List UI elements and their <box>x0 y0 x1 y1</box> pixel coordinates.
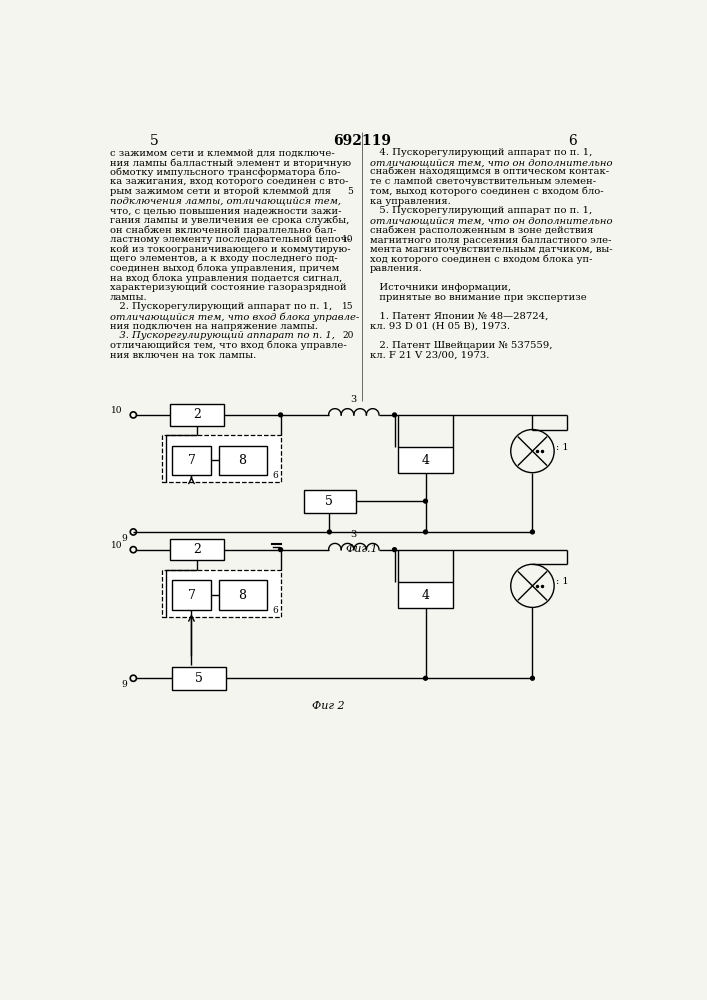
Text: он снабжен включенной параллельно бал-: он снабжен включенной параллельно бал- <box>110 225 337 235</box>
Circle shape <box>392 548 397 552</box>
Text: : 1: : 1 <box>556 578 569 586</box>
Circle shape <box>530 676 534 680</box>
Text: 7: 7 <box>187 454 195 467</box>
Text: подключения лампы, отличающийся тем,: подключения лампы, отличающийся тем, <box>110 197 341 206</box>
Text: отличающийся тем, что он дополнительно: отличающийся тем, что он дополнительно <box>370 158 612 167</box>
Text: снабжен находящимся в оптическом контак-: снабжен находящимся в оптическом контак- <box>370 168 609 177</box>
Bar <box>170 404 224 426</box>
Circle shape <box>530 530 534 534</box>
Text: 3: 3 <box>350 395 356 404</box>
Bar <box>172 446 211 475</box>
Text: те с лампой светочувствительным элемен-: те с лампой светочувствительным элемен- <box>370 177 596 186</box>
Text: 5: 5 <box>348 187 354 196</box>
Bar <box>162 435 281 482</box>
Text: 3: 3 <box>350 530 356 539</box>
Text: ка управления.: ка управления. <box>370 197 450 206</box>
Text: 692119: 692119 <box>333 134 391 148</box>
Text: 6: 6 <box>272 606 279 615</box>
Bar <box>398 447 452 473</box>
Text: Фиг.1: Фиг.1 <box>346 544 378 554</box>
Text: 5: 5 <box>195 672 203 685</box>
Text: ния лампы балластный элемент и вторичную: ния лампы балластный элемент и вторичную <box>110 158 351 168</box>
Text: Источники информации,: Источники информации, <box>370 283 511 292</box>
Text: 2: 2 <box>193 543 201 556</box>
Text: щего элементов, а к входу последнего под-: щего элементов, а к входу последнего под… <box>110 254 338 263</box>
Text: 4: 4 <box>421 589 429 602</box>
Text: отличающийся тем, что вход блока управле-: отличающийся тем, что вход блока управле… <box>110 341 347 350</box>
Text: принятые во внимание при экспертизе: принятые во внимание при экспертизе <box>370 293 586 302</box>
Text: отличающийся тем, что он дополнительно: отличающийся тем, что он дополнительно <box>370 216 612 225</box>
Text: 7: 7 <box>187 589 195 602</box>
Text: 9: 9 <box>122 534 127 543</box>
Text: 10: 10 <box>111 541 122 550</box>
Bar <box>172 580 211 610</box>
Text: кл. F 21 V 23/00, 1973.: кл. F 21 V 23/00, 1973. <box>370 351 489 360</box>
Text: соединен выход блока управления, причем: соединен выход блока управления, причем <box>110 264 339 273</box>
Text: лампы.: лампы. <box>110 293 148 302</box>
Text: характеризующий состояние газоразрядной: характеризующий состояние газоразрядной <box>110 283 346 292</box>
Text: 8: 8 <box>238 454 247 467</box>
Text: гания лампы и увеличения ее срока службы,: гания лампы и увеличения ее срока службы… <box>110 216 349 225</box>
Text: : 1: : 1 <box>556 443 569 452</box>
Text: 20: 20 <box>342 331 354 340</box>
Text: ния подключен на напряжение лампы.: ния подключен на напряжение лампы. <box>110 322 318 331</box>
Bar <box>304 490 356 513</box>
Text: 6: 6 <box>568 134 577 148</box>
Text: ластному элементу последовательной цепоч-: ластному элементу последовательной цепоч… <box>110 235 351 244</box>
Text: 1. Патент Японии № 48—28724,: 1. Патент Японии № 48—28724, <box>370 312 548 321</box>
Text: 2. Пускорегулирующий аппарат по п. 1,: 2. Пускорегулирующий аппарат по п. 1, <box>110 302 332 311</box>
Text: равления.: равления. <box>370 264 423 273</box>
Circle shape <box>392 413 397 417</box>
Text: рым зажимом сети и второй клеммой для: рым зажимом сети и второй клеммой для <box>110 187 331 196</box>
Text: на вход блока управления подается сигнал,: на вход блока управления подается сигнал… <box>110 274 342 283</box>
Text: магнитного поля рассеяния балластного эле-: магнитного поля рассеяния балластного эл… <box>370 235 611 245</box>
Text: 5: 5 <box>325 495 333 508</box>
Bar <box>170 539 224 560</box>
Circle shape <box>279 548 283 552</box>
Text: 4: 4 <box>421 454 429 467</box>
Text: отличающийся тем, что вход блока управле-: отличающийся тем, что вход блока управле… <box>110 312 359 322</box>
Bar <box>398 582 452 608</box>
Circle shape <box>279 413 283 417</box>
Text: 10: 10 <box>342 235 354 244</box>
Text: кой из токоограничивающего и коммутирую-: кой из токоограничивающего и коммутирую- <box>110 245 351 254</box>
Text: 6: 6 <box>272 471 279 480</box>
Text: 5: 5 <box>150 134 158 148</box>
Text: Фиг 2: Фиг 2 <box>312 701 345 711</box>
Circle shape <box>423 499 428 503</box>
Text: 4. Пускорегулирующий аппарат по п. 1,: 4. Пускорегулирующий аппарат по п. 1, <box>370 148 592 157</box>
Circle shape <box>423 676 428 680</box>
Text: 10: 10 <box>111 406 122 415</box>
Bar <box>162 570 281 617</box>
Circle shape <box>327 530 332 534</box>
Bar <box>218 580 267 610</box>
Bar <box>218 446 267 475</box>
Text: 3. Пускорегулирующий аппарат по п. 1,: 3. Пускорегулирующий аппарат по п. 1, <box>110 331 335 340</box>
Text: снабжен расположенным в зоне действия: снабжен расположенным в зоне действия <box>370 225 593 235</box>
Text: 9: 9 <box>122 680 127 689</box>
Text: что, с целью повышения надежности зажи-: что, с целью повышения надежности зажи- <box>110 206 341 215</box>
Text: ход которого соединен с входом блока уп-: ход которого соединен с входом блока уп- <box>370 254 592 264</box>
Text: с зажимом сети и клеммой для подключе-: с зажимом сети и клеммой для подключе- <box>110 148 335 157</box>
Text: 2: 2 <box>193 408 201 421</box>
Text: 2. Патент Швейцарии № 537559,: 2. Патент Швейцарии № 537559, <box>370 341 552 350</box>
Text: обмотку импульсного трансформатора бло-: обмотку импульсного трансформатора бло- <box>110 168 341 177</box>
Text: 8: 8 <box>238 589 247 602</box>
Text: 15: 15 <box>341 302 354 311</box>
Text: том, выход которого соединен с входом бло-: том, выход которого соединен с входом бл… <box>370 187 603 196</box>
Text: 5. Пускорегулирующий аппарат по п. 1,: 5. Пускорегулирующий аппарат по п. 1, <box>370 206 592 215</box>
Bar <box>172 667 226 690</box>
Text: мента магниточувствительным датчиком, вы-: мента магниточувствительным датчиком, вы… <box>370 245 612 254</box>
Text: кл. 93 D 01 (H 05 B), 1973.: кл. 93 D 01 (H 05 B), 1973. <box>370 322 510 331</box>
Text: ка зажигания, вход которого соединен с вто-: ка зажигания, вход которого соединен с в… <box>110 177 349 186</box>
Text: ния включен на ток лампы.: ния включен на ток лампы. <box>110 351 257 360</box>
Circle shape <box>423 530 428 534</box>
